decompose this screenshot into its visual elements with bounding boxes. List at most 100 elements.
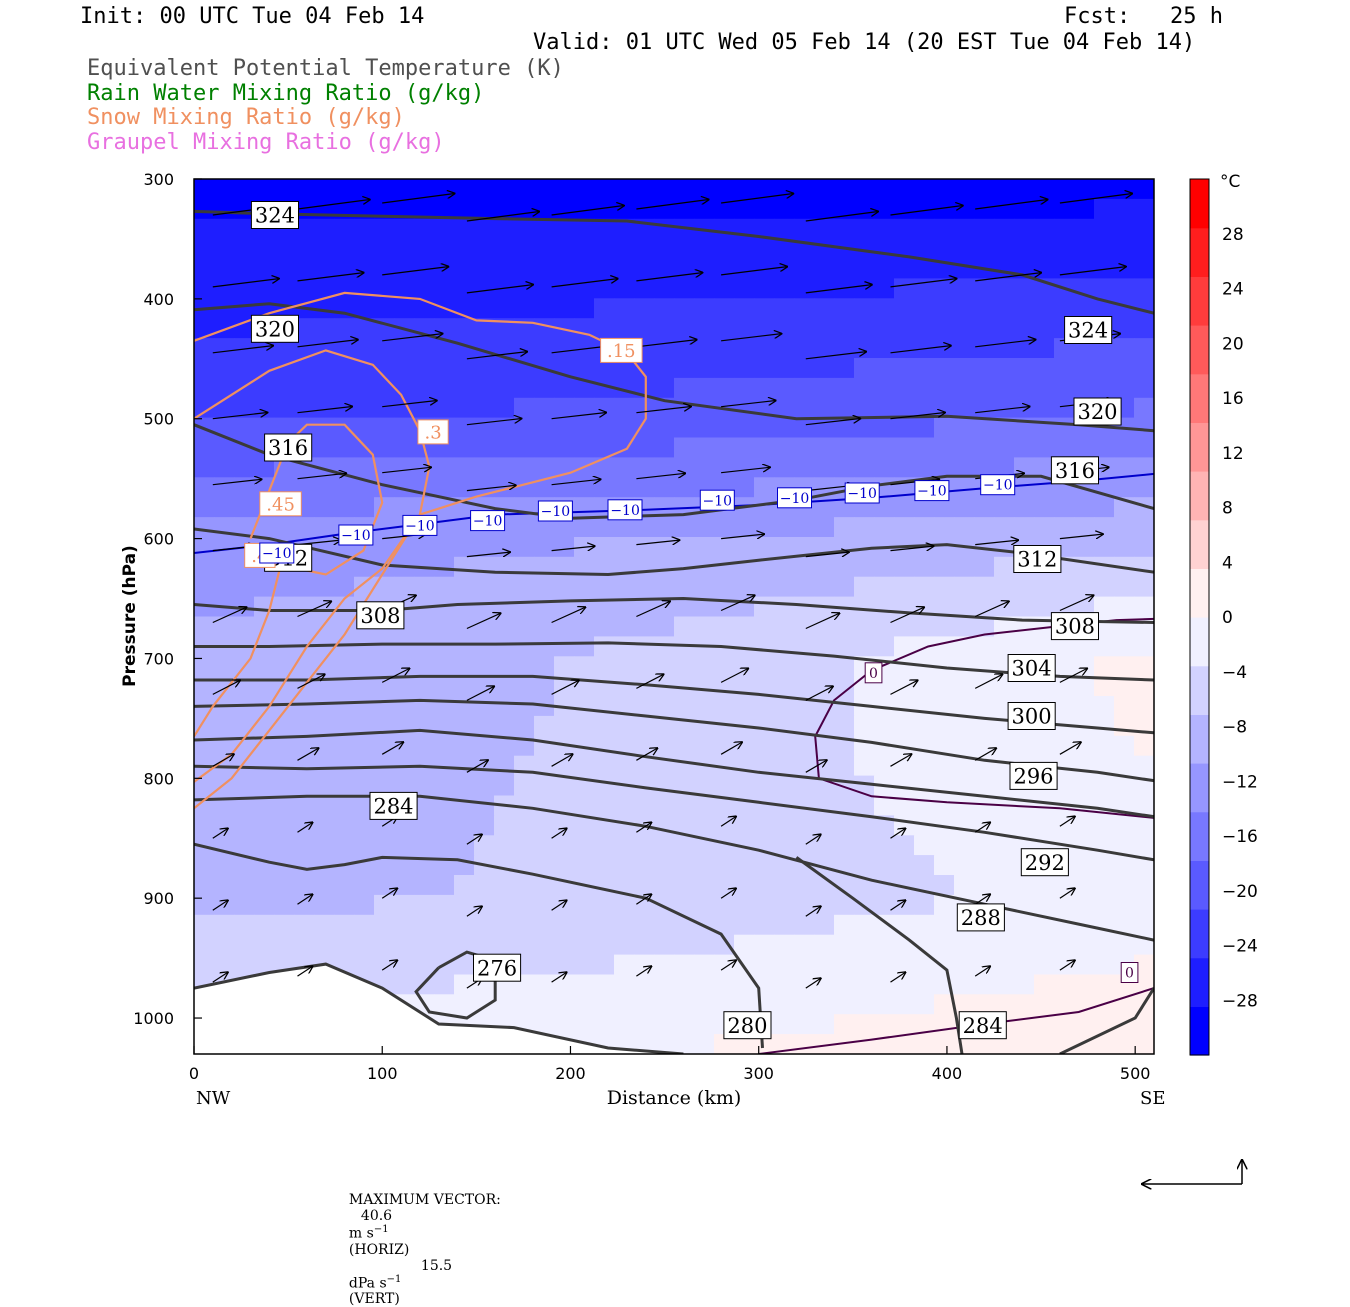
temperature-cell [494,576,515,598]
temperature-cell [774,994,795,1015]
temperature-cell [774,596,795,618]
temperature-cell [554,377,575,399]
temperature-cell [934,715,955,737]
temperature-cell [414,198,435,220]
temperature-cell [934,596,955,618]
temperature-cell [554,974,575,995]
wind-vector [890,607,925,624]
temperature-cell [654,715,675,737]
temperature-cell [1034,198,1055,220]
temperature-cell [374,676,395,697]
temperature-cell [774,437,795,458]
temperature-cell [374,914,395,936]
wind-vector [636,273,702,282]
theta-e-contour [795,856,964,1054]
temperature-cell [874,894,895,916]
theta-e-contour [194,794,1154,942]
temperature-cell [774,954,795,976]
temperature-cell [414,735,435,757]
temperature-cell [494,358,515,379]
temperature-cell [314,914,335,936]
temperature-cell [354,815,375,836]
temperature-cell [994,517,1015,538]
temperature-cell [354,437,375,458]
temperature-cell [194,258,215,279]
temperature-cell [194,278,215,299]
wind-vector [890,900,906,911]
temperature-cell [774,815,795,836]
temperature-cell [474,875,495,896]
temperature-cell [374,258,395,279]
temperature-cell [394,298,415,319]
temperature-cell [914,894,935,916]
temperature-cell [674,179,695,200]
temperature-cell [254,735,275,757]
isotherm-zero-label-box [1120,962,1139,983]
temperature-cell [414,636,435,657]
temperature-cell [354,238,375,260]
temperature-cell [854,835,875,856]
temperature-cell [1094,815,1115,836]
temperature-cell [374,179,395,200]
temperature-cell [794,258,815,279]
temperature-cell [1014,636,1035,657]
temperature-cell [314,457,335,478]
temperature-cell [234,934,255,956]
temperature-cell [194,616,215,637]
temperature-cell [794,1034,815,1054]
temperature-cell [354,676,375,697]
temperature-cell [934,318,955,339]
temperature-cell [274,616,295,637]
temperature-cell [554,397,575,419]
temperature-cell [914,576,935,598]
temperature-cell [734,397,755,419]
temperature-cell [1034,497,1055,518]
temperature-cell [954,477,975,498]
temperature-cell [654,537,675,558]
temperature-cell [694,934,715,956]
temperature-cell [394,358,415,379]
theta-e-label: 316 [1050,456,1100,485]
temperature-cell [214,218,235,240]
temperature-cell [934,616,955,637]
theta-e-label-text: 276 [477,956,517,980]
temperature-cell [934,338,955,359]
isotherm-minus10-label-box [402,514,438,536]
temperature-cell [374,198,395,220]
temperature-cell [1134,1014,1154,1035]
wind-vector [212,680,240,695]
temperature-cell [894,676,915,697]
temperature-cell [614,696,635,717]
temperature-cell [974,397,995,419]
wind-vector [381,960,397,971]
temperature-cell [734,755,755,777]
temperature-cell [954,775,975,797]
temperature-cell [994,576,1015,598]
terrain-mask [194,964,684,1054]
temperature-cell [694,517,715,538]
temperature-cell [354,735,375,757]
temperature-cell [874,934,895,956]
temperature-cell [434,218,455,240]
temperature-cell [474,358,495,379]
temperature-cell [734,377,755,399]
wind-vector [890,413,946,420]
temperature-cell [1054,875,1075,896]
temperature-cell [734,238,755,260]
temperature-cell [774,576,795,598]
temperature-cell [934,218,955,240]
temperature-cell [714,298,735,319]
temperature-cell [494,735,515,757]
temperature-cell [834,318,855,339]
temperature-cell [534,179,555,200]
temperature-cell [694,656,715,677]
temperature-cell [934,437,955,458]
theta-e-label-text: 308 [360,604,400,628]
temperature-cell [694,795,715,816]
temperature-cell [354,338,375,359]
temperature-cell [314,656,335,677]
temperature-cell [974,775,995,797]
temperature-cell [314,338,335,359]
temperature-cell [794,795,815,816]
temperature-cell [534,437,555,458]
